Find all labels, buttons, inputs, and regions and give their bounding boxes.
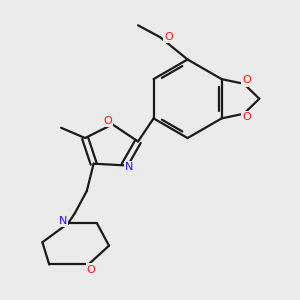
- Text: O: O: [242, 112, 251, 122]
- Text: O: O: [242, 75, 251, 85]
- Text: O: O: [103, 116, 112, 126]
- Text: O: O: [164, 32, 173, 42]
- Text: N: N: [125, 162, 134, 172]
- Text: O: O: [87, 265, 96, 275]
- Text: N: N: [59, 216, 67, 226]
